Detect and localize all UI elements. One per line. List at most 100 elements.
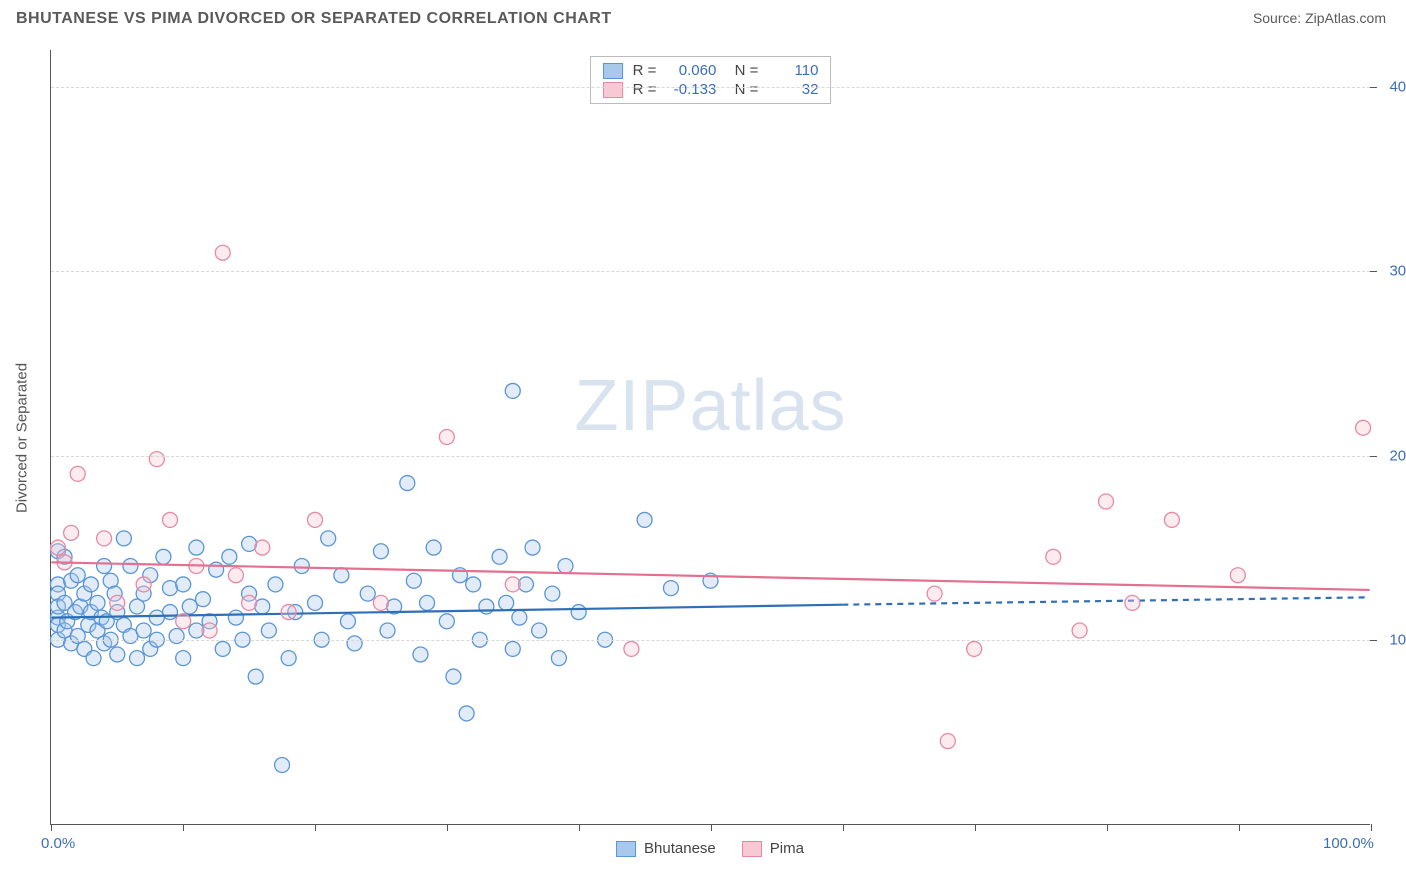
series-legend: Bhutanese Pima [616, 840, 804, 857]
x-tick [51, 824, 52, 831]
data-point [525, 540, 540, 555]
data-point [275, 758, 290, 773]
data-point [927, 586, 942, 601]
data-point [426, 540, 441, 555]
data-point [512, 610, 527, 625]
x-tick [1107, 824, 1108, 831]
data-point [308, 595, 323, 610]
data-point [1125, 595, 1140, 610]
swatch-pima [603, 82, 623, 98]
legend-item-bhutanese: Bhutanese [616, 840, 716, 857]
x-tick-label: 100.0% [1323, 835, 1374, 852]
data-point [116, 531, 131, 546]
trend-line-dashed [842, 597, 1369, 604]
x-tick [315, 824, 316, 831]
data-point [413, 647, 428, 662]
legend-label: Pima [770, 840, 804, 857]
legend-row-bhutanese: R = 0.060 N = 110 [603, 61, 819, 80]
r-label: R = [633, 81, 657, 98]
data-point [1164, 512, 1179, 527]
data-point [222, 549, 237, 564]
data-point [420, 595, 435, 610]
data-point [261, 623, 276, 638]
data-point [321, 531, 336, 546]
data-point [466, 577, 481, 592]
scatter-svg [51, 50, 1370, 824]
data-point [340, 614, 355, 629]
data-point [189, 540, 204, 555]
data-point [97, 531, 112, 546]
swatch-bhutanese [603, 63, 623, 79]
data-point [1072, 623, 1087, 638]
y-axis-label: Divorced or Separated [14, 362, 31, 512]
data-point [110, 595, 125, 610]
data-point [940, 734, 955, 749]
data-point [360, 586, 375, 601]
data-point [228, 568, 243, 583]
data-point [70, 568, 85, 583]
legend-item-pima: Pima [742, 840, 804, 857]
y-tick-label: 30.0% [1389, 263, 1406, 280]
data-point [571, 605, 586, 620]
y-tick [1370, 456, 1377, 457]
data-point [176, 614, 191, 629]
data-point [545, 586, 560, 601]
data-point [663, 581, 678, 596]
x-tick [843, 824, 844, 831]
correlation-legend: R = 0.060 N = 110 R = -0.133 N = 32 [590, 56, 832, 104]
swatch-bhutanese [616, 841, 636, 857]
data-point [176, 651, 191, 666]
x-tick-label: 0.0% [41, 835, 75, 852]
r-value-bhutanese: 0.060 [666, 62, 716, 79]
data-point [215, 245, 230, 260]
data-point [308, 512, 323, 527]
data-point [624, 641, 639, 656]
y-tick [1370, 271, 1377, 272]
x-tick [711, 824, 712, 831]
data-point [149, 452, 164, 467]
data-point [163, 512, 178, 527]
data-point [156, 549, 171, 564]
data-point [1356, 420, 1371, 435]
n-label: N = [726, 62, 758, 79]
data-point [228, 610, 243, 625]
n-label: N = [726, 81, 758, 98]
data-point [136, 577, 151, 592]
data-point [439, 430, 454, 445]
legend-label: Bhutanese [644, 840, 716, 857]
data-point [294, 559, 309, 574]
data-point [202, 623, 217, 638]
data-point [195, 592, 210, 607]
data-point [439, 614, 454, 629]
swatch-pima [742, 841, 762, 857]
data-point [558, 559, 573, 574]
y-tick [1370, 640, 1377, 641]
data-point [86, 651, 101, 666]
data-point [248, 669, 263, 684]
x-tick [579, 824, 580, 831]
data-point [255, 540, 270, 555]
data-point [110, 647, 125, 662]
n-value-bhutanese: 110 [768, 62, 818, 79]
data-point [281, 605, 296, 620]
gridline [51, 640, 1370, 641]
data-point [637, 512, 652, 527]
data-point [83, 577, 98, 592]
data-point [967, 641, 982, 656]
data-point [123, 559, 138, 574]
data-point [268, 577, 283, 592]
data-point [209, 562, 224, 577]
legend-row-pima: R = -0.133 N = 32 [603, 80, 819, 99]
data-point [446, 669, 461, 684]
data-point [380, 623, 395, 638]
y-tick [1370, 87, 1377, 88]
chart-source: Source: ZipAtlas.com [1253, 10, 1386, 28]
data-point [373, 595, 388, 610]
x-tick [1239, 824, 1240, 831]
data-point [182, 599, 197, 614]
r-label: R = [633, 62, 657, 79]
data-point [492, 549, 507, 564]
r-value-pima: -0.133 [666, 81, 716, 98]
data-point [1098, 494, 1113, 509]
data-point [1230, 568, 1245, 583]
